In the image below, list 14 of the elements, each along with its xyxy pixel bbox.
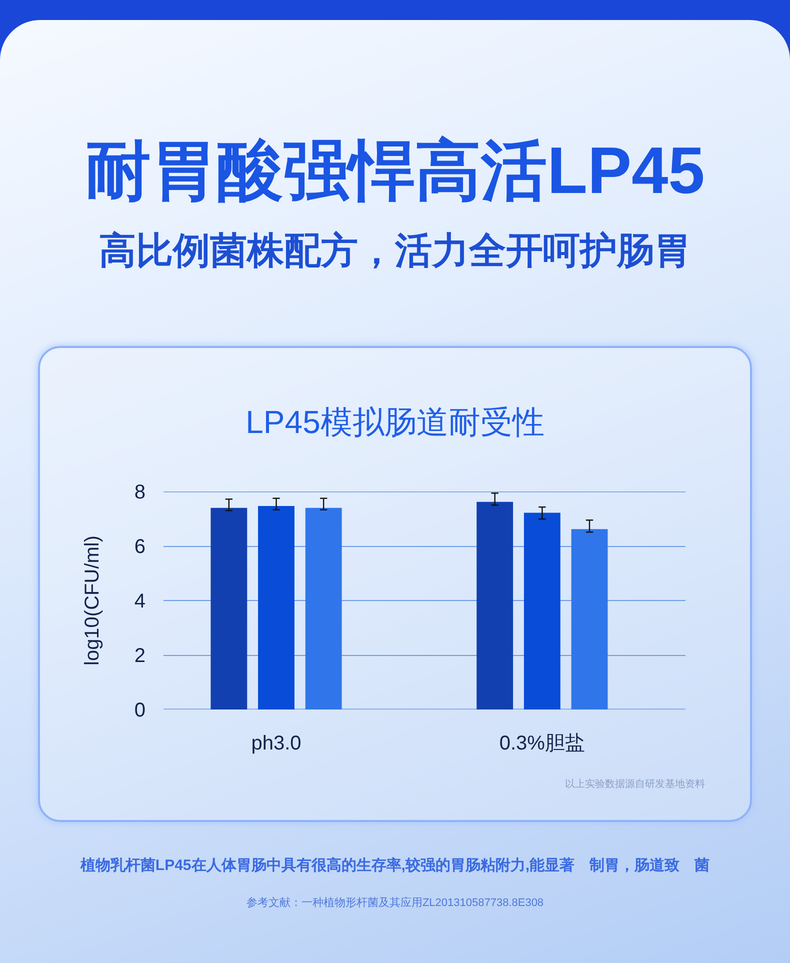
y-tick-label: 8 [134, 482, 146, 504]
x-tick-label: 0.3%胆盐 [499, 732, 585, 754]
y-tick-label: 6 [134, 536, 146, 558]
text: 参考文献：一种植物形杆菌及其应用ZL201310587738.8E308 [246, 896, 544, 911]
chart-subtitle: 高比例菌株配方，活力全开呵护肠胃 [99, 229, 691, 273]
y-tick-label: 4 [134, 590, 146, 612]
chart-title: 耐胃酸强悍高活LP45 [85, 132, 705, 209]
y-tick-label: 0 [134, 700, 146, 722]
text: LP45模拟肠道耐受性 [246, 403, 544, 442]
x-tick-label: ph3.0 [251, 732, 302, 754]
text: 以上实验数据源自研发基地资料 [565, 778, 705, 792]
y-axis-title: log10(CFU/ml) [81, 535, 104, 666]
text: 植物乳杆菌LP45在人体胃肠中具有很高的生存率,较强的胃肠粘附力,能显著 制胃，肠道致 菌 [80, 856, 710, 876]
y-tick-label: 2 [134, 645, 146, 667]
